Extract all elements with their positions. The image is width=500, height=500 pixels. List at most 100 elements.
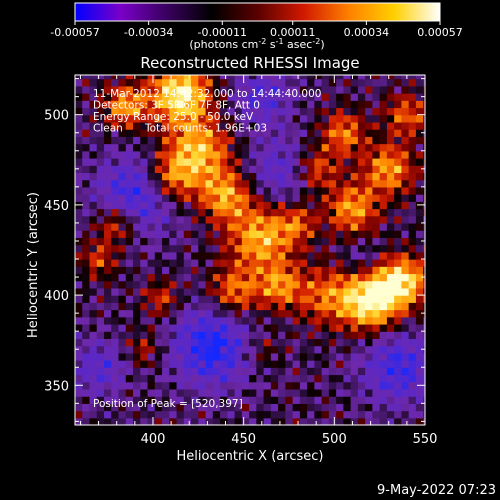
heatmap-cell <box>89 93 98 101</box>
heatmap-cell <box>386 302 395 311</box>
heatmap-cell <box>111 114 120 123</box>
heatmap-cell <box>350 172 359 181</box>
heatmap-cell <box>140 309 149 318</box>
heatmap-cell <box>423 85 425 94</box>
heatmap-cell <box>212 165 221 174</box>
heatmap-cell <box>263 309 272 318</box>
heatmap-cell <box>162 244 170 253</box>
heatmap-cell <box>343 165 352 174</box>
heatmap-cell <box>423 388 425 397</box>
heatmap-cell <box>314 251 323 260</box>
heatmap-cell <box>263 222 272 231</box>
heatmap-cell <box>365 309 374 318</box>
heatmap-cell <box>343 121 352 130</box>
heatmap-cell <box>256 345 265 354</box>
heatmap-cell <box>307 150 315 159</box>
heatmap-cell <box>227 367 236 376</box>
heatmap-cell <box>89 75 98 80</box>
heatmap-cell <box>241 143 250 152</box>
heatmap-cell <box>82 403 91 412</box>
heatmap-cell <box>423 259 425 267</box>
heatmap-cell <box>249 194 257 202</box>
heatmap-cell <box>394 107 403 116</box>
heatmap-cell <box>82 136 91 145</box>
heatmap-cell <box>423 323 425 332</box>
heatmap-cell <box>118 403 127 412</box>
plot-frame <box>74 74 426 426</box>
heatmap-cell <box>379 360 388 368</box>
heatmap-cell <box>162 396 170 404</box>
heatmap-cell <box>75 85 83 94</box>
heatmap-cell <box>82 251 91 260</box>
heatmap-cell <box>256 75 265 80</box>
heatmap-cell <box>133 244 141 253</box>
heatmap-cell <box>125 230 134 238</box>
render-timestamp: 9-May-2022 07:23 <box>377 483 496 498</box>
heatmap-cell <box>191 186 199 195</box>
heatmap-cell <box>191 331 199 340</box>
heatmap-cell <box>89 396 98 404</box>
heatmap-cell <box>415 388 424 397</box>
heatmap-cell <box>220 352 228 361</box>
heatmap-cell <box>220 172 228 181</box>
heatmap-cell <box>386 143 395 152</box>
heatmap-cell <box>307 280 315 289</box>
heatmap-cell <box>415 75 424 80</box>
heatmap-cell <box>162 165 170 174</box>
heatmap-cell <box>365 85 374 94</box>
heatmap-cell <box>423 396 425 404</box>
heatmap-cell <box>423 331 425 340</box>
heatmap-cell <box>140 165 149 174</box>
heatmap-cell <box>140 143 149 152</box>
heatmap-cell <box>104 251 112 260</box>
heatmap-cell <box>176 121 185 130</box>
heatmap-cell <box>357 75 366 80</box>
heatmap-cell <box>263 85 272 94</box>
heatmap-cell <box>198 143 207 152</box>
heatmap-cell <box>350 237 359 246</box>
heatmap-cell <box>394 367 403 376</box>
heatmap-cell <box>372 114 381 123</box>
heatmap-cell <box>408 251 417 260</box>
heatmap-cell <box>423 295 425 303</box>
heatmap-cell <box>220 259 228 267</box>
heatmap-cell <box>278 93 286 101</box>
heatmap-cell <box>89 410 98 419</box>
heatmap-cell <box>241 222 250 231</box>
heatmap-cell <box>270 237 279 246</box>
heatmap-cell <box>205 100 214 109</box>
colorbar-tick-label: -0.00034 <box>124 26 173 39</box>
heatmap-cell <box>256 150 265 159</box>
heatmap-cell <box>394 186 403 195</box>
heatmap-cell <box>263 360 272 368</box>
heatmap-cell <box>125 222 134 231</box>
heatmap-cell <box>270 222 279 231</box>
heatmap-cell <box>314 287 323 296</box>
heatmap-cell <box>285 374 294 383</box>
heatmap-cell <box>220 244 228 253</box>
heatmap-cell <box>314 114 323 123</box>
heatmap-cell <box>227 244 236 253</box>
heatmap-cell <box>96 381 105 390</box>
heatmap-cell <box>292 75 301 80</box>
heatmap-cell <box>104 403 112 412</box>
heatmap-cell <box>111 143 120 152</box>
heatmap-cell <box>379 172 388 181</box>
heatmap-cell <box>241 280 250 289</box>
heatmap-cell <box>241 100 250 109</box>
heatmap-cell <box>220 345 228 354</box>
heatmap-cell <box>314 172 323 181</box>
y-tick-label: 500 <box>44 109 69 124</box>
heatmap-cell <box>357 222 366 231</box>
heatmap-cell <box>234 323 243 332</box>
heatmap-cell <box>285 323 294 332</box>
heatmap-cell <box>278 100 286 109</box>
heatmap-cell <box>415 244 424 253</box>
heatmap-cell <box>357 360 366 368</box>
heatmap-cell <box>176 129 185 137</box>
heatmap-cell <box>154 251 163 260</box>
heatmap-cell <box>372 237 381 246</box>
heatmap-cell <box>365 345 374 354</box>
heatmap-cell <box>423 179 425 188</box>
heatmap-cell <box>125 367 134 376</box>
